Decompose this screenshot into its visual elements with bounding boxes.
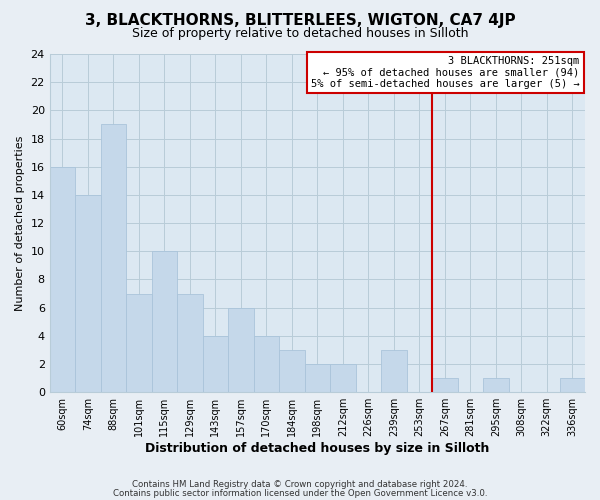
Bar [101,124,126,392]
Text: Contains public sector information licensed under the Open Government Licence v3: Contains public sector information licen… [113,489,487,498]
Bar [177,294,203,392]
Bar [126,294,152,392]
Bar [560,378,585,392]
Bar [432,378,458,392]
Text: Contains HM Land Registry data © Crown copyright and database right 2024.: Contains HM Land Registry data © Crown c… [132,480,468,489]
X-axis label: Distribution of detached houses by size in Silloth: Distribution of detached houses by size … [145,442,490,455]
Bar [50,166,75,392]
Bar [330,364,356,392]
Text: 3 BLACKTHORNS: 251sqm
← 95% of detached houses are smaller (94)
5% of semi-detac: 3 BLACKTHORNS: 251sqm ← 95% of detached … [311,56,580,89]
Text: 3, BLACKTHORNS, BLITTERLEES, WIGTON, CA7 4JP: 3, BLACKTHORNS, BLITTERLEES, WIGTON, CA7… [85,12,515,28]
Bar [75,195,101,392]
Bar [483,378,509,392]
Bar [279,350,305,392]
Bar [203,336,228,392]
Bar [254,336,279,392]
Bar [381,350,407,392]
Text: Size of property relative to detached houses in Silloth: Size of property relative to detached ho… [132,28,468,40]
Y-axis label: Number of detached properties: Number of detached properties [15,136,25,311]
Bar [152,252,177,392]
Bar [305,364,330,392]
Bar [228,308,254,392]
